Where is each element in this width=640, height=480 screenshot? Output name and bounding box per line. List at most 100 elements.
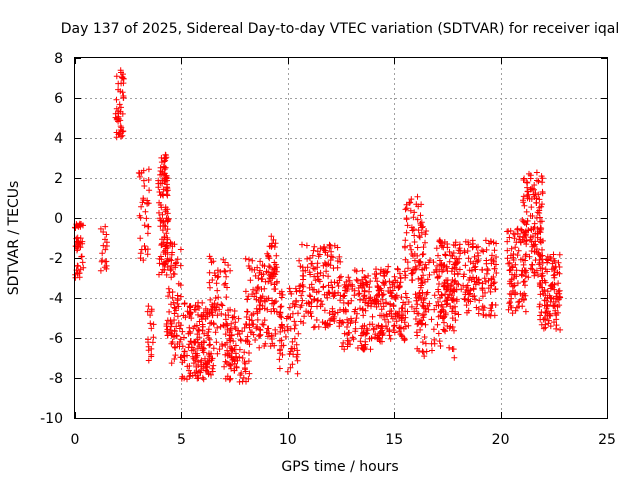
data-point	[481, 275, 488, 282]
data-point	[259, 321, 266, 328]
data-point	[101, 264, 108, 271]
data-point	[325, 273, 332, 280]
data-point	[263, 268, 270, 275]
data-point	[289, 310, 296, 317]
data-point	[528, 204, 535, 211]
data-point	[550, 265, 557, 272]
data-point	[540, 325, 547, 332]
data-point	[523, 208, 530, 215]
data-point	[163, 271, 170, 278]
data-point	[276, 337, 283, 344]
data-point	[168, 340, 175, 347]
data-point	[292, 322, 299, 329]
data-point	[142, 208, 149, 215]
data-point	[519, 236, 526, 243]
data-point	[543, 297, 550, 304]
data-point	[415, 320, 422, 327]
data-point	[542, 266, 549, 273]
data-point	[431, 340, 438, 347]
data-point	[191, 369, 198, 376]
data-point	[414, 345, 421, 352]
data-point	[434, 321, 441, 328]
data-point	[344, 324, 350, 330]
data-point	[311, 243, 318, 250]
data-point	[544, 288, 551, 295]
data-point	[162, 247, 168, 254]
data-point	[403, 201, 410, 208]
data-point	[538, 218, 545, 225]
data-point	[401, 243, 408, 250]
data-point	[160, 191, 167, 198]
data-point	[202, 361, 209, 367]
data-point	[526, 253, 533, 260]
data-point	[297, 304, 304, 311]
data-point	[524, 217, 531, 224]
data-point	[345, 319, 352, 326]
data-point	[417, 212, 424, 219]
y-tick-label: -2	[49, 251, 63, 267]
data-point	[204, 363, 210, 370]
data-point	[504, 238, 511, 245]
data-point	[314, 248, 321, 255]
data-point	[200, 313, 207, 319]
data-point	[534, 231, 541, 237]
data-point	[550, 257, 557, 264]
data-point	[435, 313, 442, 320]
data-point	[483, 246, 490, 253]
data-point	[324, 252, 331, 259]
data-point	[170, 334, 177, 340]
x-tick-label: 25	[598, 432, 616, 448]
data-point	[243, 314, 250, 320]
data-point	[246, 265, 253, 272]
data-point	[372, 275, 379, 282]
data-point	[242, 288, 249, 295]
data-point	[210, 345, 217, 352]
data-point	[373, 296, 379, 303]
data-point	[175, 280, 182, 287]
data-point	[353, 276, 360, 283]
data-point	[286, 304, 293, 311]
data-point	[339, 343, 345, 350]
data-point	[72, 274, 79, 281]
data-point	[414, 301, 421, 308]
data-point	[164, 192, 171, 199]
data-point	[314, 273, 321, 280]
data-point	[402, 301, 409, 308]
data-point	[76, 270, 83, 277]
data-point	[212, 329, 219, 336]
data-point	[514, 280, 521, 287]
data-point	[444, 268, 451, 275]
data-point	[148, 325, 155, 332]
data-point	[328, 279, 335, 286]
data-point	[156, 215, 163, 222]
data-point	[415, 275, 422, 282]
data-point	[490, 257, 497, 264]
data-point	[167, 267, 174, 274]
data-point	[469, 244, 476, 251]
data-point	[289, 345, 296, 352]
data-point	[160, 266, 166, 273]
data-point	[514, 225, 521, 232]
data-point	[479, 267, 486, 273]
data-point	[512, 289, 518, 296]
data-point	[141, 243, 148, 249]
data-point	[413, 294, 420, 301]
data-point	[232, 342, 239, 349]
data-point	[268, 332, 275, 339]
data-point	[140, 177, 147, 184]
y-tick-label: -8	[49, 371, 63, 387]
data-point	[464, 287, 471, 294]
data-point	[277, 309, 284, 316]
data-point	[358, 332, 365, 339]
data-point	[414, 321, 421, 328]
data-point	[387, 335, 394, 342]
data-point	[103, 258, 110, 265]
data-point	[145, 166, 152, 173]
data-point	[420, 244, 427, 251]
data-point	[430, 326, 437, 333]
data-point	[221, 363, 228, 370]
data-point	[221, 281, 228, 288]
data-point	[367, 346, 374, 353]
data-point	[391, 323, 397, 330]
data-point	[186, 328, 193, 335]
